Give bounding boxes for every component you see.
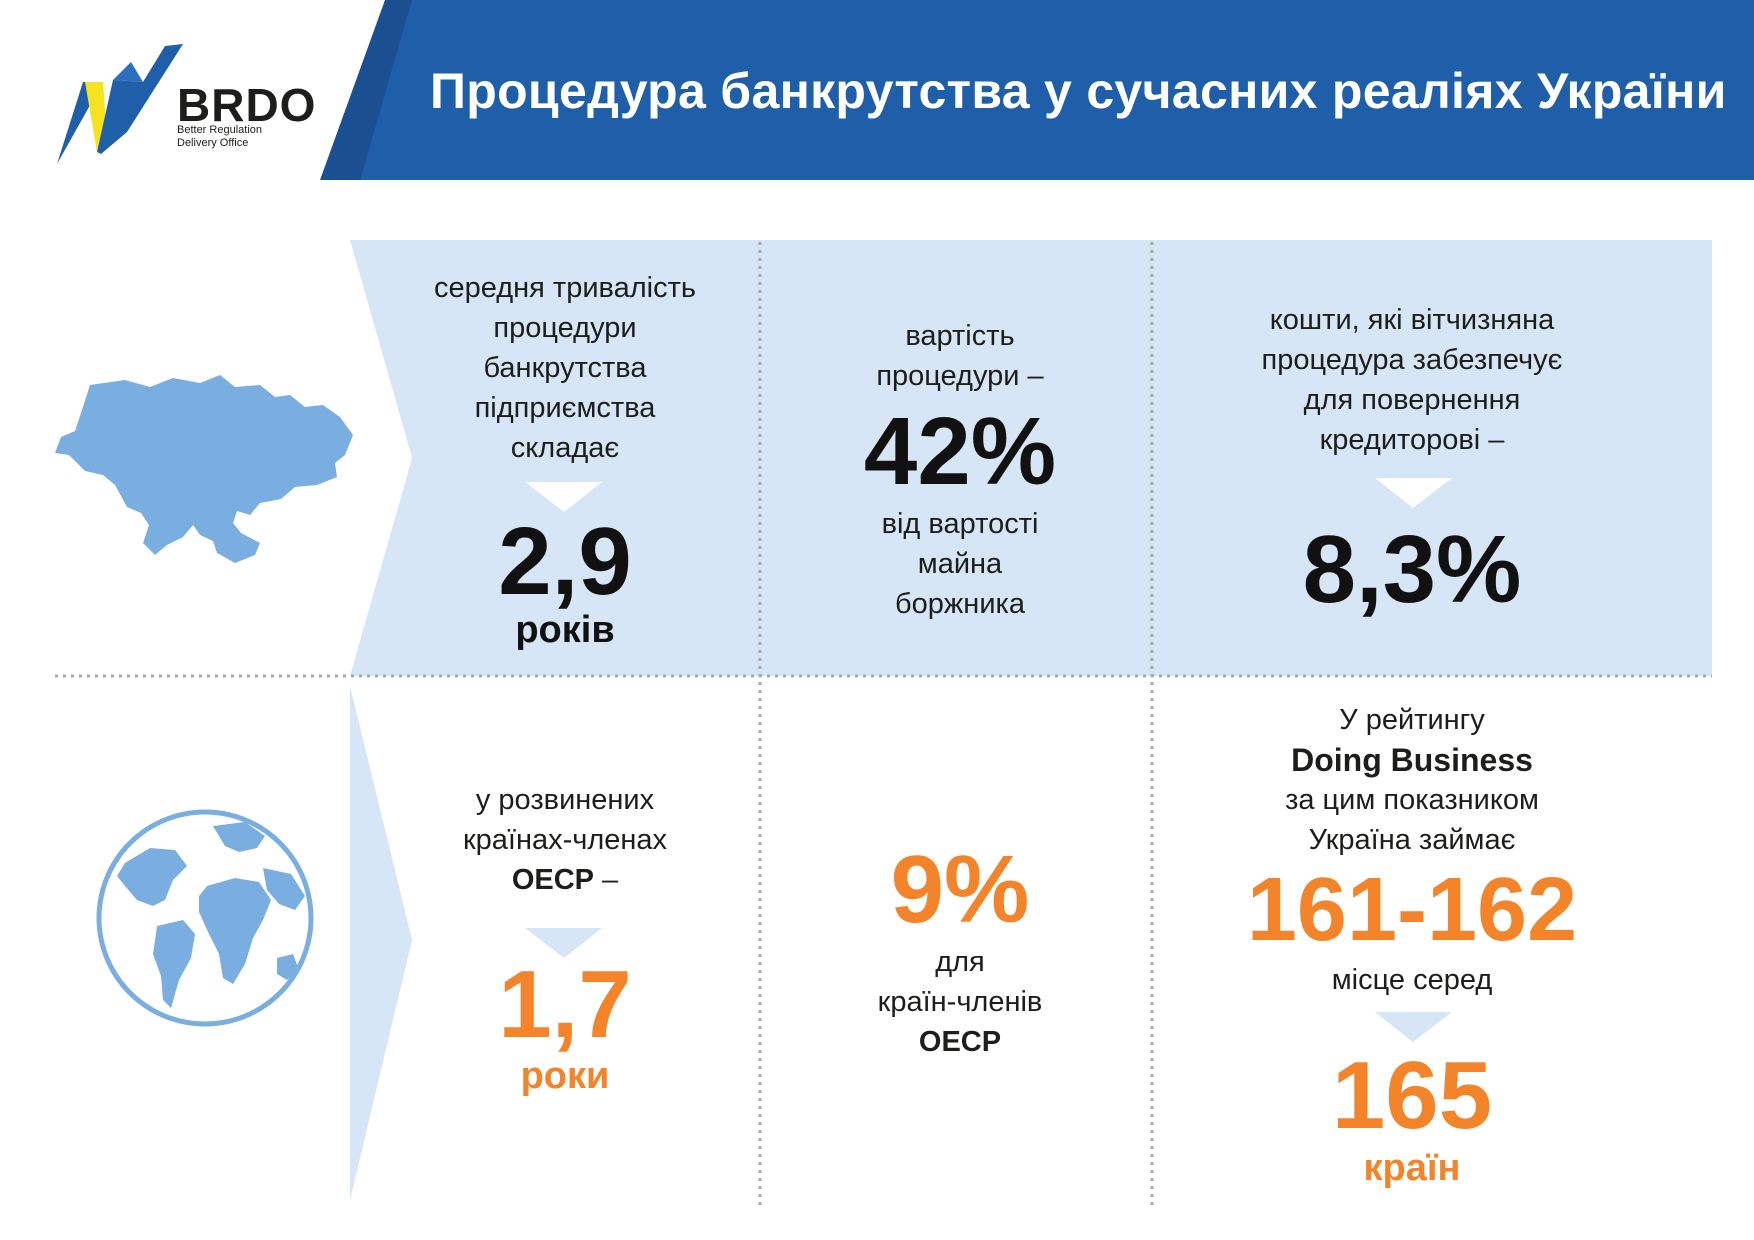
- label-line: банкрутства: [483, 352, 647, 384]
- ukraine-row-panel: [350, 240, 1712, 676]
- ranking-unit: країн: [1363, 1147, 1461, 1189]
- label-line: за цим показником: [1285, 784, 1539, 816]
- ukraine-cost-value: 42%: [863, 398, 1057, 505]
- doing-business-label: Doing Business: [1291, 742, 1533, 778]
- logo-wordmark: BRDO: [177, 79, 317, 131]
- label-line: підприємства: [474, 392, 656, 424]
- oecd-duration-label: у розвинених країнах-членах ОЕСР –: [400, 780, 730, 900]
- brdo-logo-icon: [57, 44, 183, 164]
- oecd-cost-note: для країн-членів ОЕСР: [780, 942, 1140, 1062]
- label-line: У рейтингу: [1339, 704, 1485, 736]
- logo-subtitle-line: Better Regulation: [177, 124, 262, 136]
- down-arrow-icon: [1375, 1012, 1452, 1042]
- ranking-after: місце серед: [1331, 964, 1493, 996]
- label-line: ОЕСР: [918, 1026, 1002, 1058]
- down-arrow-icon: [525, 482, 602, 512]
- label-line: у розвинених: [475, 784, 655, 816]
- header-band: [0, 0, 1754, 180]
- oecd-bold-text: ОЕСР: [511, 864, 594, 896]
- label-line: середня тривалість: [433, 272, 697, 304]
- label-line: ОЕСР –: [400, 860, 730, 900]
- world-row-arrow: [350, 686, 412, 1200]
- ranking-total: 165: [1331, 1042, 1493, 1149]
- globe-icon: [96, 809, 314, 1027]
- oecd-duration-value: 1,7: [498, 951, 632, 1058]
- ukraine-recovery-label: кошти, які вітчизняна процедура забезпеч…: [1172, 300, 1652, 460]
- ranking-label: У рейтингу Doing Business за цим показни…: [1172, 700, 1652, 860]
- ukraine-map-icon: [55, 375, 353, 563]
- label-line: кошти, які вітчизняна: [1269, 304, 1555, 336]
- label-line: від вартості: [881, 508, 1039, 540]
- header-background: [320, 0, 1754, 180]
- ukraine-recovery-value: 8,3%: [1302, 516, 1522, 623]
- label-line: Україна займає: [1308, 824, 1516, 856]
- ukraine-duration-unit: років: [515, 609, 615, 651]
- label-line: складає: [510, 432, 620, 464]
- label-line: для повернення: [1303, 384, 1521, 416]
- label-line: країнах-членах: [462, 824, 668, 856]
- label-line: для: [935, 946, 985, 978]
- down-arrow-icon: [1375, 478, 1452, 508]
- down-arrow-icon: [525, 928, 602, 958]
- label-line: країн-членів: [877, 986, 1043, 1018]
- label-line: процедури –: [876, 360, 1044, 392]
- logo-subtitle: Better Regulation Delivery Office: [177, 124, 262, 150]
- ranking-value: 161-162: [1246, 860, 1578, 960]
- label-line: майна: [917, 548, 1003, 580]
- label-line: процедури: [493, 312, 637, 344]
- ukraine-cost-note: від вартості майна боржника: [780, 504, 1140, 624]
- oecd-duration-unit: роки: [520, 1055, 610, 1097]
- label-line: кредиторові –: [1319, 424, 1505, 456]
- oecd-cost-value: 9%: [890, 836, 1030, 943]
- label-line: процедура забезпечує: [1261, 344, 1563, 376]
- ukraine-duration-value: 2,9: [498, 508, 632, 615]
- ukraine-cost-label: вартість процедури –: [780, 316, 1140, 396]
- label-line: вартість: [905, 320, 1015, 352]
- dash-text: –: [594, 864, 619, 896]
- ukraine-duration-label: середня тривалість процедури банкрутства…: [400, 268, 730, 468]
- page-title: Процедура банкрутства у сучасних реаліях…: [430, 63, 1727, 119]
- label-line: боржника: [895, 588, 1025, 620]
- logo-subtitle-line: Delivery Office: [177, 137, 249, 149]
